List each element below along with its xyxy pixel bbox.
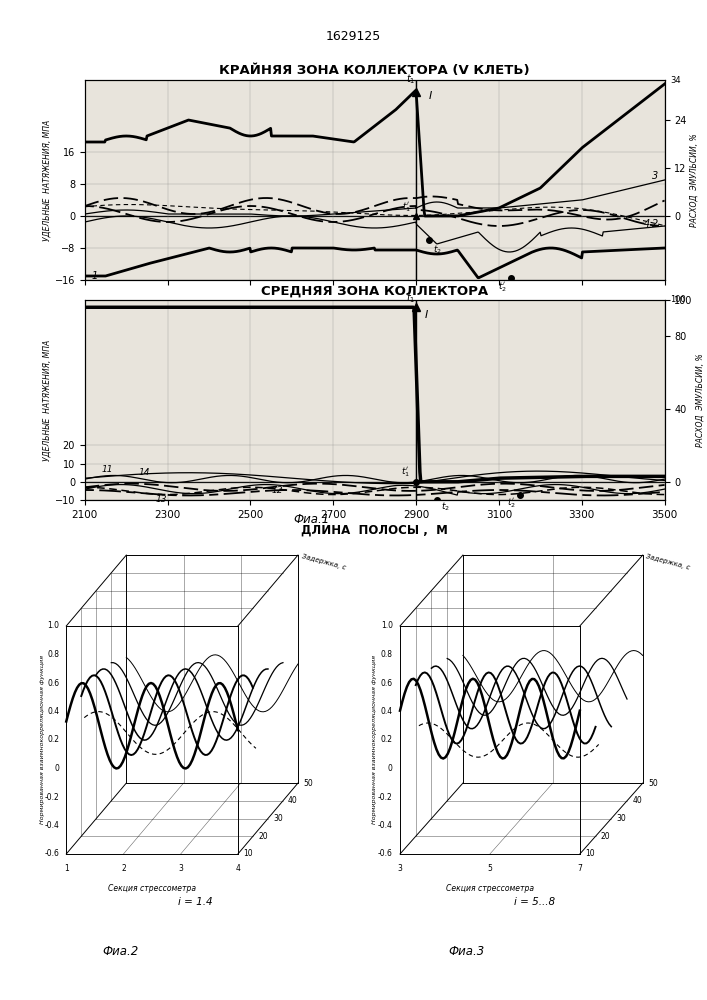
Text: $t_1$: $t_1$	[406, 292, 415, 305]
Text: 50: 50	[648, 779, 658, 788]
Text: 4: 4	[644, 219, 650, 229]
Text: $t_1'$: $t_1'$	[402, 466, 410, 479]
Text: 5: 5	[488, 864, 492, 873]
Text: 0: 0	[388, 764, 393, 773]
Text: 1.0: 1.0	[381, 621, 393, 631]
Text: 2: 2	[652, 219, 658, 229]
Text: 2: 2	[121, 864, 126, 873]
Text: $t_2$: $t_2$	[441, 501, 450, 513]
Text: 13: 13	[156, 495, 167, 504]
Text: -0.2: -0.2	[45, 792, 59, 802]
Text: Фиа.1: Фиа.1	[293, 513, 329, 526]
Text: -0.4: -0.4	[45, 821, 59, 830]
Text: 3: 3	[397, 864, 402, 873]
Text: 0: 0	[54, 764, 59, 773]
Text: 4: 4	[235, 864, 240, 873]
Text: $t_1$: $t_1$	[407, 72, 416, 86]
Text: 20: 20	[601, 832, 611, 841]
Text: 12: 12	[271, 486, 283, 495]
Y-axis label: УДЕЛЬНЫЕ  НАТЯЖЕНИЯ, МПА: УДЕЛЬНЫЕ НАТЯЖЕНИЯ, МПА	[43, 119, 52, 241]
Text: I: I	[428, 91, 432, 101]
Text: Нормированная взаимнокорреляционная функция: Нормированная взаимнокорреляционная функ…	[40, 656, 45, 824]
Text: 11: 11	[101, 465, 113, 474]
Text: -0.2: -0.2	[378, 792, 393, 802]
Y-axis label: РАСХОД  ЭМУЛЬСИИ, %: РАСХОД ЭМУЛЬСИИ, %	[689, 133, 699, 227]
Text: -0.6: -0.6	[378, 850, 393, 858]
Text: 40: 40	[633, 796, 642, 805]
Text: Задержка, с: Задержка, с	[645, 553, 691, 571]
Text: 30: 30	[273, 814, 283, 823]
Text: 50: 50	[303, 779, 313, 788]
Text: 0.8: 0.8	[47, 650, 59, 659]
Text: Фиа.3: Фиа.3	[448, 945, 485, 958]
Y-axis label: РАСХОД  ЭМУЛЬСИИ, %: РАСХОД ЭМУЛЬСИИ, %	[696, 353, 704, 447]
Title: КРАЙНЯЯ ЗОНА КОЛЛЕКТОРА (V КЛЕТЬ): КРАЙНЯЯ ЗОНА КОЛЛЕКТОРА (V КЛЕТЬ)	[219, 64, 530, 77]
Text: 0.2: 0.2	[47, 736, 59, 744]
Text: Секция стрессометра: Секция стрессометра	[108, 884, 196, 893]
Text: i = 5...8: i = 5...8	[514, 897, 556, 907]
Text: 0.6: 0.6	[380, 678, 393, 688]
Text: 3: 3	[652, 171, 658, 181]
Text: I: I	[424, 310, 428, 320]
Text: 14: 14	[139, 468, 150, 477]
Text: 7: 7	[578, 864, 583, 873]
Text: 0.2: 0.2	[381, 736, 393, 744]
Text: 0.4: 0.4	[380, 707, 393, 716]
Text: $t_2'$: $t_2'$	[498, 280, 507, 294]
Text: 34: 34	[670, 76, 681, 85]
Text: -0.4: -0.4	[378, 821, 393, 830]
Text: $t_2'$: $t_2'$	[507, 496, 515, 510]
Text: i = 1.4: i = 1.4	[177, 897, 212, 907]
Text: 1: 1	[91, 271, 98, 281]
Text: 20: 20	[258, 832, 268, 841]
Text: 30: 30	[617, 814, 626, 823]
Text: 0.4: 0.4	[47, 707, 59, 716]
Text: 1: 1	[64, 864, 69, 873]
Text: Задержка, с: Задержка, с	[300, 553, 346, 571]
Text: 10: 10	[585, 850, 595, 858]
Y-axis label: УДЕЛЬНЫЕ  НАТЯЖЕНИЯ, МПА: УДЕЛЬНЫЕ НАТЯЖЕНИЯ, МПА	[43, 339, 52, 461]
Text: 1629125: 1629125	[326, 30, 381, 43]
Text: $t_2$: $t_2$	[433, 244, 442, 256]
Text: 100: 100	[670, 296, 686, 304]
Text: 0.8: 0.8	[381, 650, 393, 659]
Text: Секция стрессометра: Секция стрессометра	[446, 884, 534, 893]
Text: 40: 40	[288, 796, 298, 805]
Text: -0.6: -0.6	[45, 850, 59, 858]
Text: 3: 3	[178, 864, 183, 873]
Text: 10: 10	[243, 850, 252, 858]
Text: 0.6: 0.6	[47, 678, 59, 688]
Title: СРЕДНЯЯ ЗОНА КОЛЛЕКТОРА: СРЕДНЯЯ ЗОНА КОЛЛЕКТОРА	[261, 284, 489, 297]
Text: Нормированная взаимнокорреляционная функция: Нормированная взаимнокорреляционная функ…	[373, 656, 378, 824]
Text: Фиа.2: Фиа.2	[102, 945, 139, 958]
Text: 1.0: 1.0	[47, 621, 59, 631]
X-axis label: ДЛИНА  ПОЛОСЫ ,  М: ДЛИНА ПОЛОСЫ , М	[301, 524, 448, 537]
Text: $t_1'$: $t_1'$	[402, 200, 411, 214]
